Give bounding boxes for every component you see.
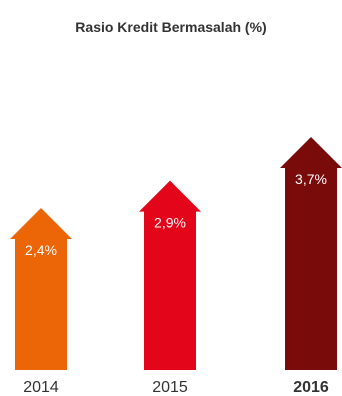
x-tick-label-2016: 2016 <box>293 379 329 396</box>
value-label-2015: 2,9% <box>154 215 186 231</box>
x-tick-labels-group: 2014 2015 2016 <box>23 379 329 396</box>
value-labels-group: 2,4% 2,9% 3,7% <box>25 171 327 258</box>
bar-2016 <box>280 136 342 370</box>
bars-group <box>10 136 342 370</box>
value-label-2016: 3,7% <box>295 171 327 187</box>
x-tick-label-2014: 2014 <box>23 379 59 396</box>
value-label-2014: 2,4% <box>25 242 57 258</box>
x-tick-label-2015: 2015 <box>152 379 188 396</box>
bar-2014 <box>10 207 72 370</box>
bar-2015 <box>139 180 201 370</box>
chart-title: Rasio Kredit Bermasalah (%) <box>75 19 267 35</box>
